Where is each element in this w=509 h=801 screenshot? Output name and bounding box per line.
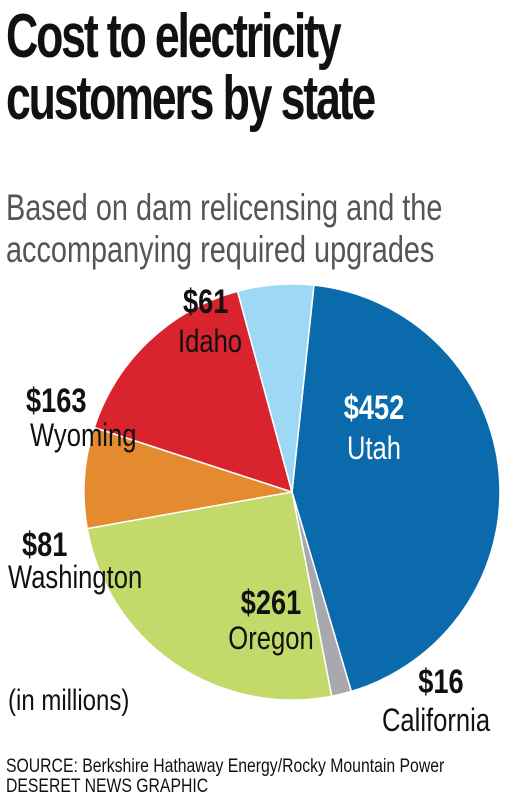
pie-slice-oregon: [86, 491, 333, 701]
slice-name-label-idaho: Idaho: [178, 324, 242, 359]
pie-slice-washington: [83, 426, 293, 530]
slice-value-label-washington: $81: [22, 525, 67, 564]
slice-name-label-utah: Utah: [347, 431, 401, 466]
pie-slice-wyoming: [93, 290, 294, 494]
slice-name-label-washington: Washington: [8, 560, 142, 595]
subtitle-line-1: Based on dam relicensing and the: [6, 187, 443, 228]
slice-name-label-california: California: [382, 703, 491, 738]
chart-subtitle: Based on dam relicensing and the accompa…: [6, 187, 442, 271]
pie-slice-utah: [291, 284, 501, 693]
subtitle-line-2: accompanying required upgrades: [6, 229, 435, 270]
pie-slice-idaho: [236, 283, 315, 493]
credit-note: DESERET NEWS GRAPHIC: [6, 776, 209, 797]
footer: SOURCE: Berkshire Hathaway Energy/Rocky …: [6, 757, 444, 797]
title-line-1: Cost to electricity: [6, 2, 342, 71]
slice-value-label-oregon: $261: [241, 583, 301, 622]
slice-name-label-oregon: Oregon: [228, 621, 313, 656]
slice-value-label-california: $16: [418, 662, 463, 701]
slice-value-label-wyoming: $163: [26, 381, 86, 420]
source-note: SOURCE: Berkshire Hathaway Energy/Rocky …: [6, 756, 445, 777]
unit-note: (in millions): [8, 684, 130, 717]
chart-title: Cost to electricity customers by state: [6, 2, 376, 133]
slice-value-label-idaho: $61: [183, 282, 228, 321]
pie-slices: [83, 283, 501, 701]
slice-name-label-wyoming: Wyoming: [30, 418, 136, 453]
pie-labels: $452 Utah $16 California $261 Oregon $81…: [8, 282, 491, 739]
slice-value-label-utah: $452: [344, 388, 404, 427]
title-line-2: customers by state: [6, 64, 376, 133]
